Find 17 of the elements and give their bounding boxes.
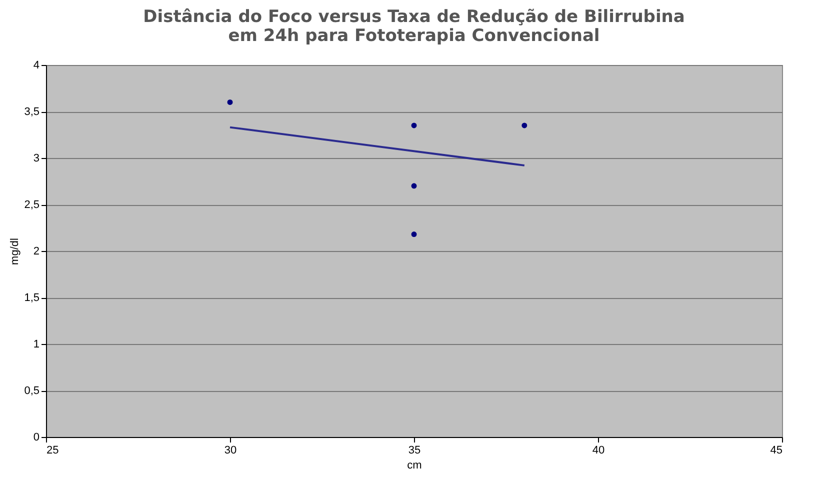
x-tick-label: 30 (224, 444, 237, 456)
y-tick-label: 4 (33, 60, 40, 72)
x-tick-label: 25 (46, 444, 59, 456)
x-tick-label: 40 (592, 444, 605, 456)
x-tick-label: 35 (408, 444, 421, 456)
y-axis-title: mg/dl (9, 238, 22, 265)
y-tick-label: 2,5 (24, 199, 40, 211)
y-tick-label: 3,5 (24, 106, 40, 118)
y-tick-label: 1 (33, 338, 40, 350)
y-tick-label: 0 (33, 432, 40, 444)
y-tick-label: 0,5 (24, 385, 40, 397)
y-tick-label: 1,5 (24, 292, 40, 304)
x-axis-title: cm (407, 460, 422, 472)
x-tick-label: 45 (770, 444, 782, 456)
chart-title: Distância do Foco versus Taxa de Redução de Bilirrubina em 24h para Fototerapia Convencional (143, 7, 685, 46)
y-tick-label: 3 (33, 152, 40, 164)
y-tick-label: 2 (33, 246, 40, 258)
